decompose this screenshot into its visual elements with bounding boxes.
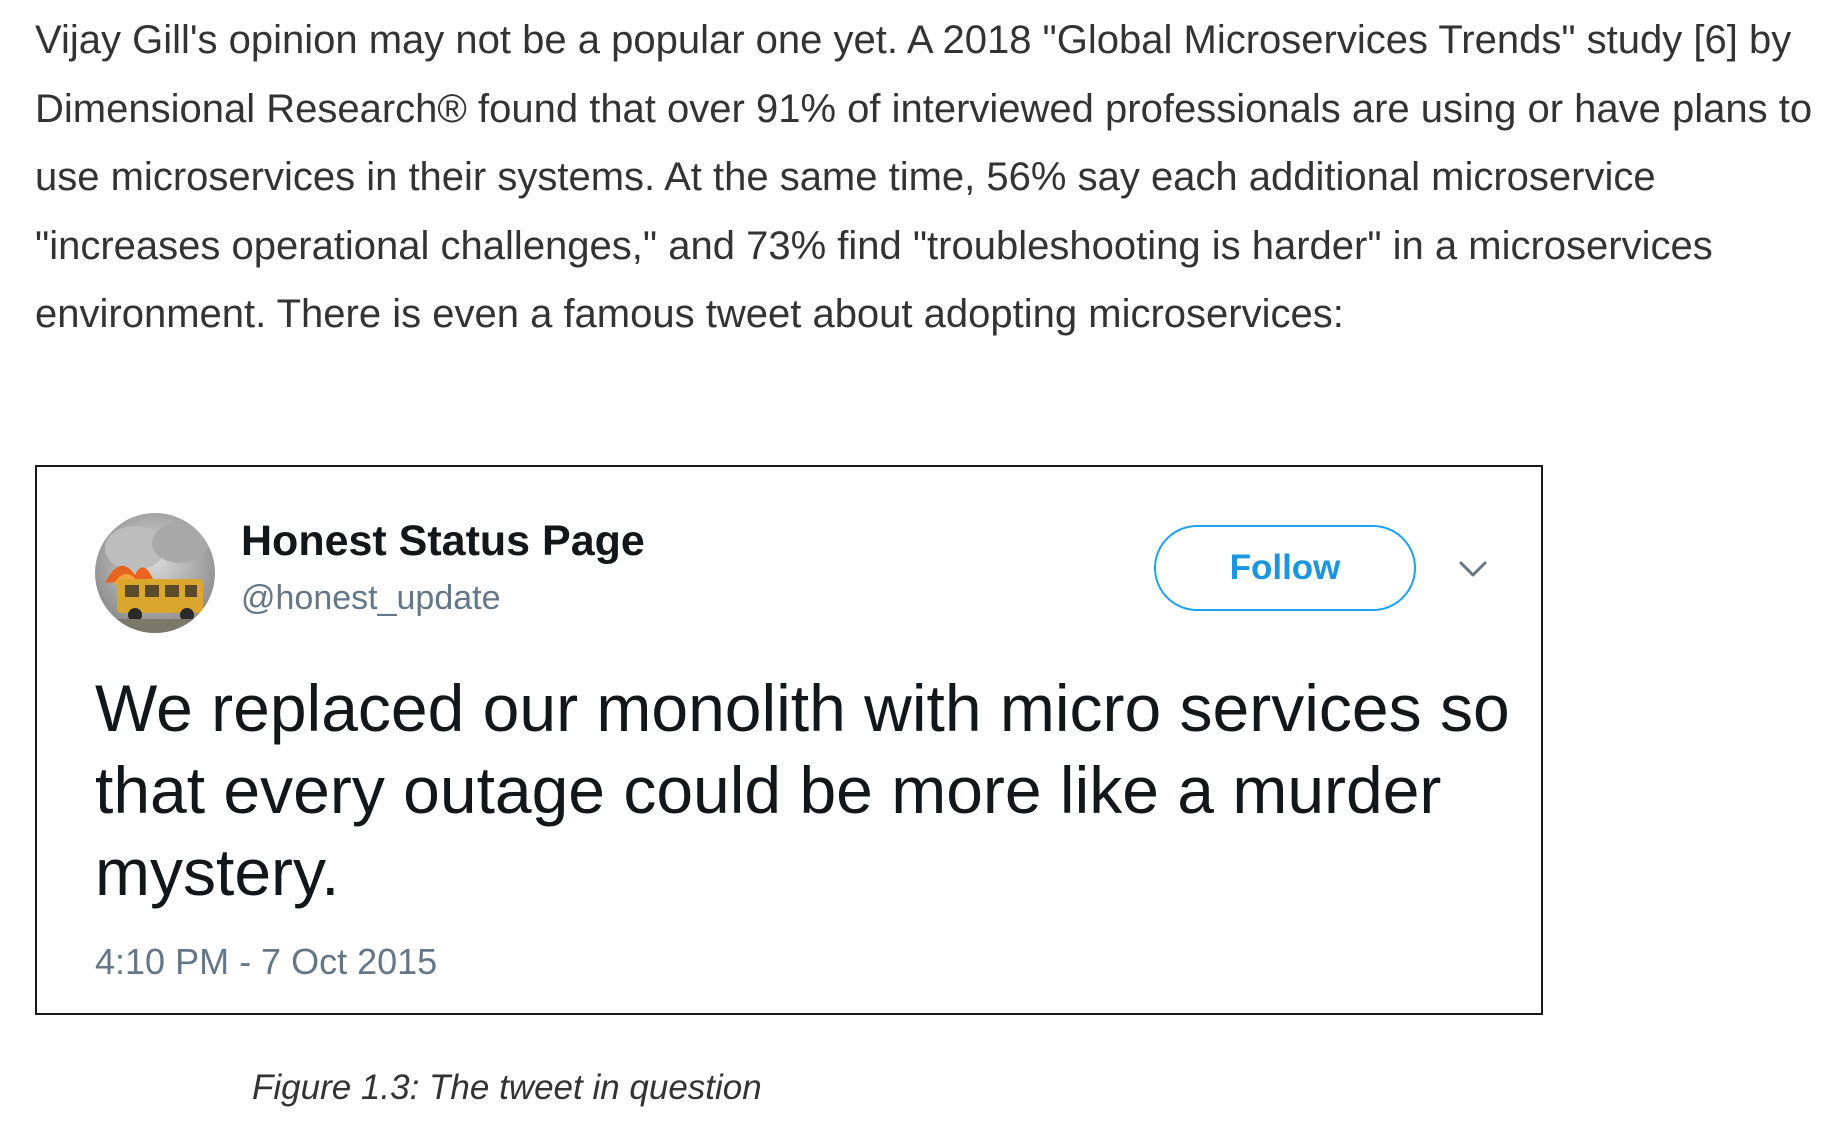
figure-caption: Figure 1.3: The tweet in question [252, 1068, 762, 1107]
tweet-timestamp[interactable]: 4:10 PM - 7 Oct 2015 [95, 941, 438, 982]
embedded-tweet: Honest Status Page @honest_update Follow… [35, 465, 1543, 1015]
tweet-display-name[interactable]: Honest Status Page [241, 517, 645, 565]
body-paragraph: Vijay Gill's opinion may not be a popula… [35, 18, 1813, 337]
avatar[interactable] [95, 513, 215, 633]
chevron-down-icon[interactable] [1455, 551, 1491, 587]
tweet-text: We replaced our monolith with micro serv… [95, 671, 1510, 909]
avatar-photo-icon [95, 513, 215, 633]
tweet-handle[interactable]: @honest_update [241, 579, 501, 617]
follow-button[interactable]: Follow [1154, 525, 1416, 611]
